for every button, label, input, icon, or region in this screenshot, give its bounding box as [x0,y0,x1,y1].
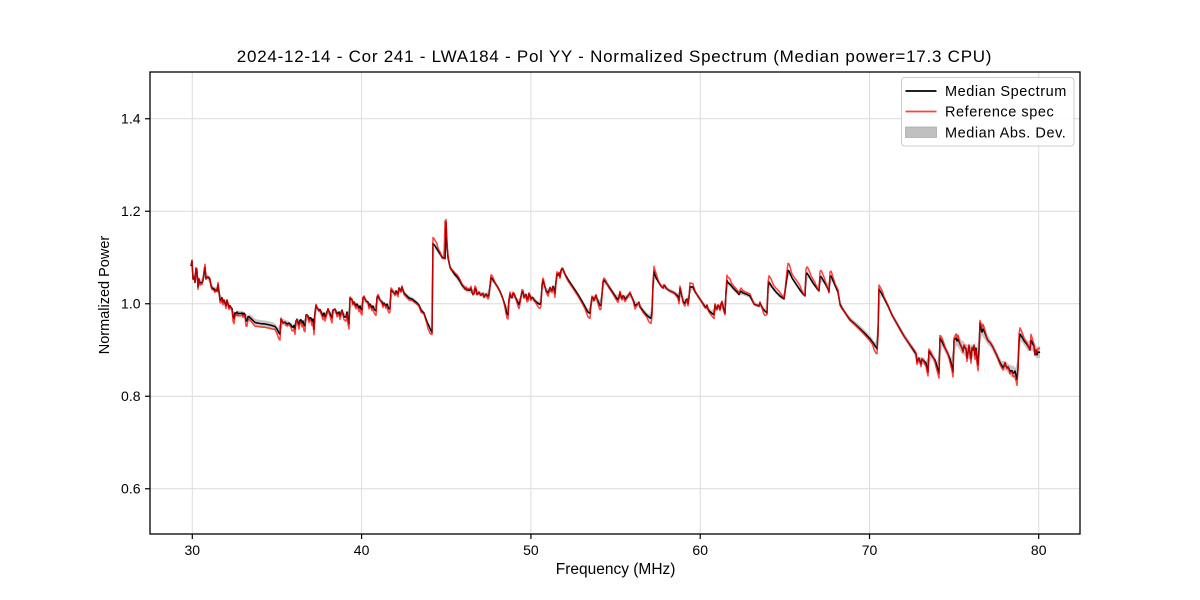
svg-text:Median Abs. Dev.: Median Abs. Dev. [945,125,1066,141]
svg-text:80: 80 [1031,542,1047,558]
svg-text:70: 70 [862,542,878,558]
svg-text:Normalized Power: Normalized Power [97,236,113,355]
svg-text:1.2: 1.2 [121,203,141,219]
svg-text:0.6: 0.6 [121,481,141,497]
svg-text:50: 50 [523,542,539,558]
svg-text:30: 30 [185,542,201,558]
svg-text:Reference spec: Reference spec [945,105,1054,121]
svg-text:40: 40 [354,542,370,558]
svg-text:2024-12-14 - Cor 241 - LWA184: 2024-12-14 - Cor 241 - LWA184 - Pol YY -… [237,47,992,66]
svg-text:60: 60 [692,542,708,558]
svg-text:0.8: 0.8 [121,388,141,404]
svg-text:1.0: 1.0 [121,296,141,312]
svg-text:Frequency (MHz): Frequency (MHz) [556,561,676,578]
svg-text:1.4: 1.4 [121,111,141,127]
svg-text:Median Spectrum: Median Spectrum [945,84,1067,100]
